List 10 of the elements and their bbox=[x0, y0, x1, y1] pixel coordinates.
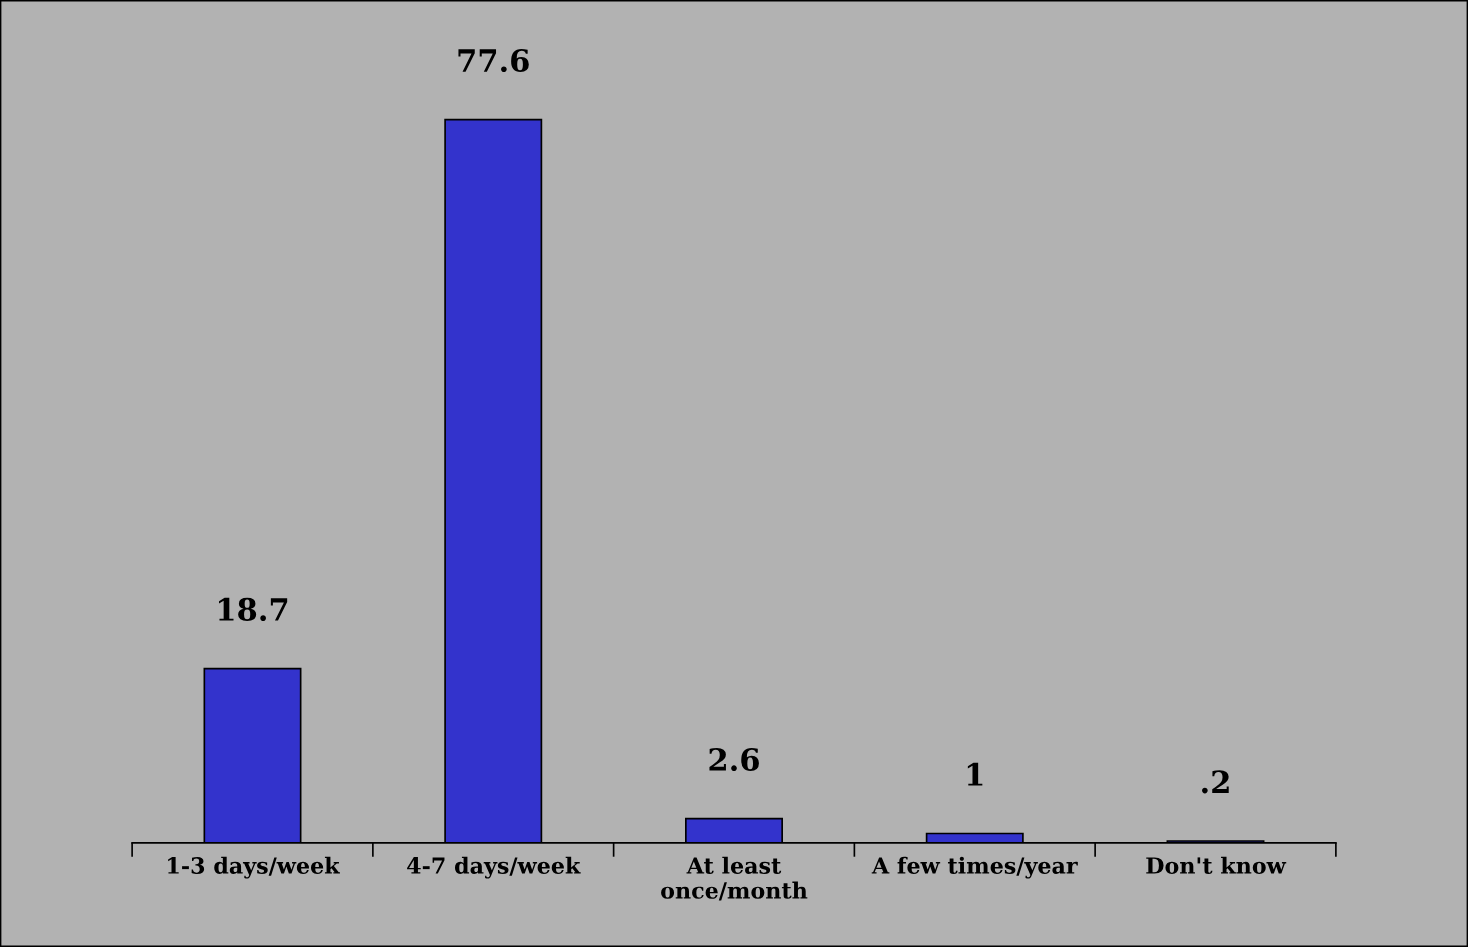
x-tick-label: A few times/year bbox=[871, 856, 1078, 879]
x-tick-label: 1-3 days/week bbox=[168, 856, 340, 879]
data-label: 1 bbox=[967, 762, 983, 786]
x-tick-label: 4-7 days/week bbox=[407, 856, 581, 879]
data-label: 18.7 bbox=[219, 597, 288, 621]
x-tick-label: At least once/month bbox=[661, 856, 808, 901]
data-label: 2.6 bbox=[709, 747, 759, 772]
data-label: .2 bbox=[1202, 770, 1229, 794]
data-label: 77.6 bbox=[458, 48, 529, 73]
x-tick-label: Don't know bbox=[1146, 856, 1287, 874]
